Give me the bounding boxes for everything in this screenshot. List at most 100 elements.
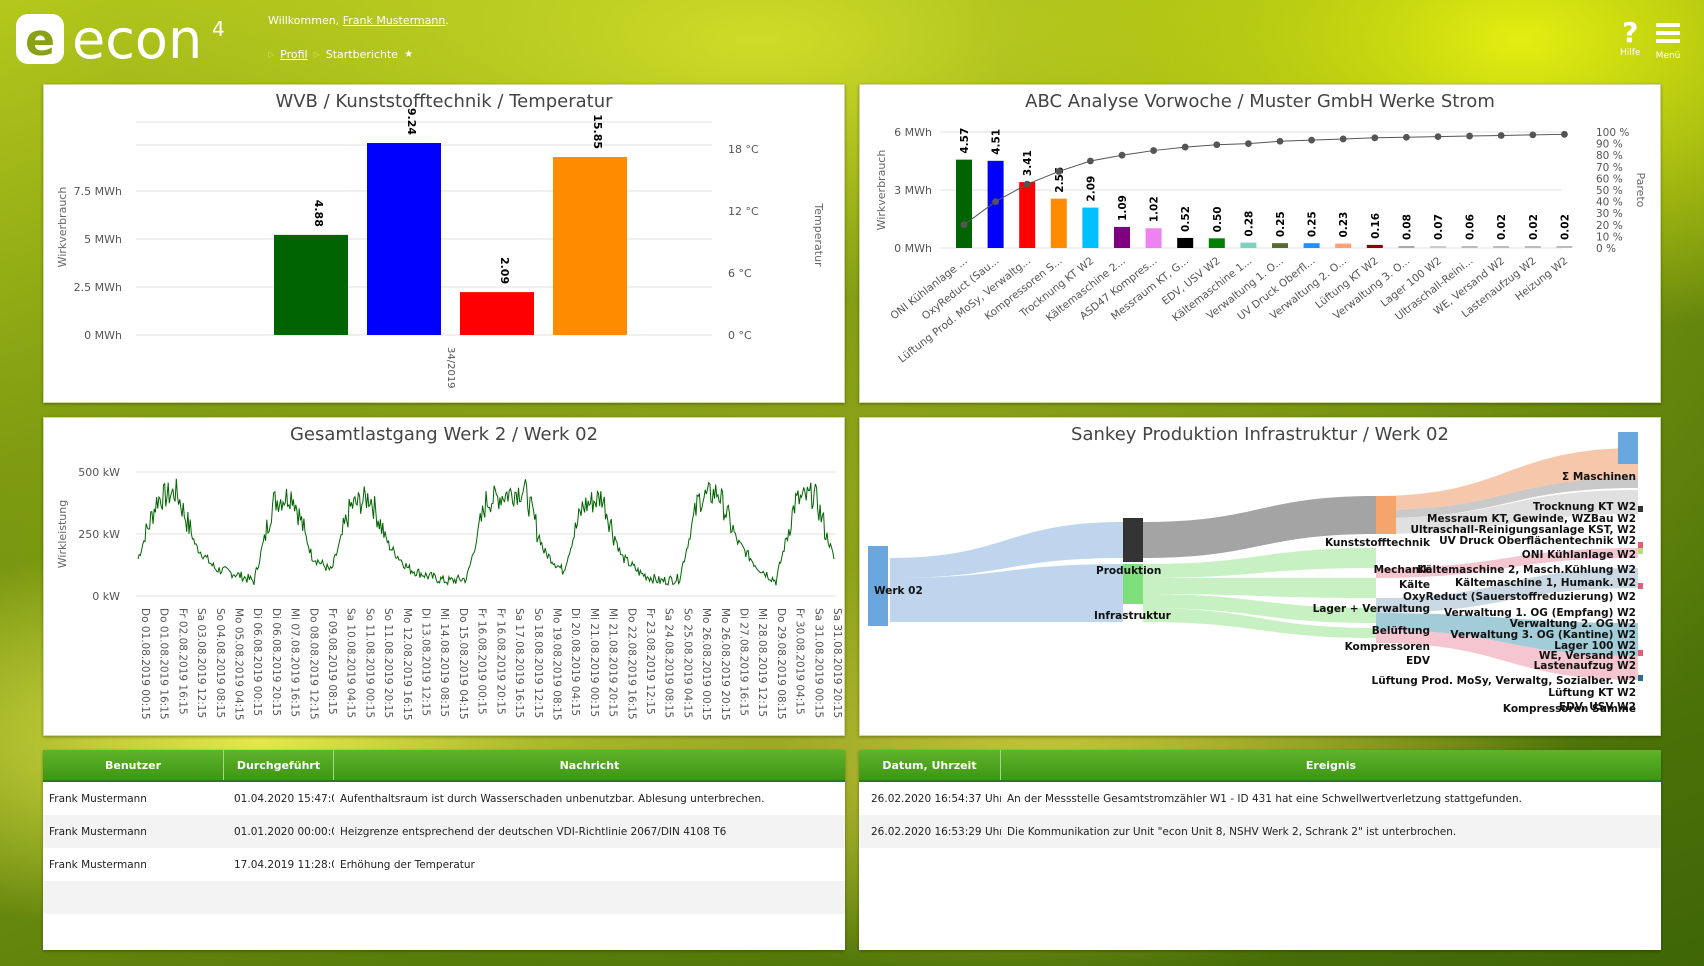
bar [1366, 244, 1383, 248]
y2-axis-label: Temperatur [812, 202, 825, 267]
y2-tick-label: 100 % [1596, 127, 1629, 139]
y-tick-label: 500 kW [78, 466, 120, 479]
x-tick-label: Do 01.08.2019 00:15 [139, 608, 151, 720]
sankey-link [1376, 548, 1638, 578]
x-tick-label: Sa 17.08.2019 16:15 [513, 608, 525, 718]
top-bar: e econ 4 Willkommen, Frank Mustermann. ▷… [0, 0, 1704, 78]
bar [553, 157, 627, 335]
bar [1240, 242, 1257, 248]
pareto-point [1339, 135, 1347, 143]
sankey-link [1376, 490, 1638, 534]
x-tick-label: Lüftung Prod. MoSy, Verwaltg... [896, 255, 1033, 366]
column-header-datetime[interactable]: Datum, Uhrzeit [859, 750, 1001, 780]
sankey-node-label: UV Druck Oberflächentechnik W2 [1439, 535, 1636, 547]
sankey-link [1376, 630, 1638, 680]
column-header-message[interactable]: Nachricht [559, 758, 620, 772]
column-header-event[interactable]: Ereignis [1305, 758, 1357, 772]
table-row[interactable] [43, 914, 845, 947]
pareto-point [1245, 140, 1252, 147]
sankey-node-label: Messraum KT, Gewinde, WZBau W2 [1427, 513, 1636, 525]
cell-message: Erhöhung der Temperatur [340, 858, 475, 871]
load-profile-panel: Gesamtlastgang Werk 2 / Werk 02 0 kW 250 … [43, 417, 845, 736]
sankey-node-label: Kunststofftechnik [1325, 537, 1431, 549]
sankey-link [1376, 613, 1638, 656]
bar [460, 292, 534, 335]
sankey-node-label: Belüftung [1372, 625, 1430, 637]
sankey-node-label: Infrastruktur [1094, 610, 1172, 622]
bar [1050, 198, 1067, 248]
x-tick-label: So 18.08.2019 12:15 [532, 608, 544, 718]
table-header: Benutzer Durchgeführt Nachricht [43, 750, 845, 782]
abc-bar-chart: 0 MWh 3 MWh 6 MWh 0 %10 %20 %30 %40 %50 %60… [875, 126, 1647, 366]
y-tick-label: 0 kW [92, 590, 120, 603]
table-row[interactable]: Frank Mustermann 01.04.2020 15:47:00 Aufen… [43, 782, 845, 815]
sankey-link [1376, 568, 1638, 613]
help-button[interactable]: ? Hilfe [1620, 18, 1641, 59]
bar [1398, 246, 1415, 248]
events-table: Datum, Uhrzeit Ereignis 26.02.2020 16:54… [859, 750, 1661, 950]
sankey-node-label: Produktion [1096, 565, 1161, 577]
cell-user: Frank Mustermann [49, 825, 147, 838]
table-body: 26.02.2020 16:54:37 Uhr An der Messstelle… [859, 782, 1661, 848]
pareto-point [1308, 136, 1315, 144]
pareto-point [1087, 157, 1094, 165]
x-tick-label: Fr 30.08.2019 04:15 [794, 608, 806, 715]
y2-tick-label: 70 % [1596, 162, 1623, 174]
bar [274, 234, 348, 335]
wvb-chart-panel: WVB / Kunststofftechnik / Temperatur 0 M… [43, 84, 845, 403]
pareto-point [992, 198, 999, 205]
x-tick-label: Di 06.08.2019 20:15 [270, 608, 282, 716]
favorite-star-icon[interactable]: ★ [404, 49, 414, 60]
table-row[interactable]: 26.02.2020 16:53:29 Uhr Die Kommunikation… [859, 815, 1661, 848]
bar-value-label: 15.85 [591, 114, 604, 149]
bar-value-label: 0.07 [1433, 214, 1445, 240]
sankey-node-label: Ultraschall-Reinigungsanlage KST, W2 [1410, 524, 1636, 536]
y2-tick-label: 12 °C [728, 205, 759, 218]
column-header-user[interactable]: Benutzer [43, 750, 224, 780]
table-row[interactable]: 26.02.2020 16:54:37 Uhr An der Messstelle… [859, 782, 1661, 815]
bar [1461, 246, 1478, 248]
sankey-node [1618, 432, 1638, 464]
x-tick-label: Sa 31.08.2019 00:15 [812, 608, 824, 718]
pareto-point [1403, 133, 1410, 141]
x-tick-label: Fr 16.08.2019 20:15 [494, 608, 506, 715]
table-row[interactable] [43, 881, 845, 914]
help-label: Hilfe [1620, 48, 1641, 58]
table-row[interactable]: Frank Mustermann 17.04.2019 11:28:00 Erhöh… [43, 848, 845, 881]
sankey-node [1123, 518, 1143, 562]
sankey-node-label: Kompressoren [1345, 641, 1430, 653]
pareto-point [1466, 132, 1473, 140]
x-tick-label: Do 01.08.2019 16:15 [158, 608, 170, 720]
pareto-point [960, 221, 968, 229]
breadcrumb-profile-link[interactable]: Profil [280, 48, 308, 61]
column-header-performed[interactable]: Durchgeführt [224, 750, 334, 780]
table-header: Datum, Uhrzeit Ereignis [859, 750, 1661, 782]
pareto-point [1371, 134, 1379, 142]
y-tick-label: 5 MWh [84, 233, 122, 246]
bar-value-label: 1.09 [1117, 195, 1129, 221]
sankey-node [868, 546, 888, 626]
econ-logo[interactable]: e econ 4 [14, 8, 224, 70]
breadcrumb-arrow-icon: ▷ [313, 50, 320, 59]
bar [1303, 243, 1320, 248]
table-body: Frank Mustermann 01.04.2020 15:47:00 Aufen… [43, 782, 845, 947]
y2-tick-label: 20 % [1596, 220, 1623, 232]
bar [956, 159, 972, 248]
cell-datetime: 26.02.2020 16:53:29 Uhr [871, 825, 1001, 838]
menu-button[interactable]: Menü [1654, 18, 1682, 61]
sankey-node-label: Σ Maschinen [1562, 471, 1636, 483]
x-tick-label: Fr 02.08.2019 16:15 [176, 608, 188, 715]
y2-tick-label: 50 % [1596, 185, 1623, 197]
table-row[interactable]: Frank Mustermann 01.01.2020 00:00:00 Heizg… [43, 815, 845, 848]
pareto-point [1434, 133, 1442, 141]
cell-event: An der Messstelle Gesamtstromzähler W1 -… [1007, 792, 1522, 805]
x-tick-label: Fr 09.08.2019 08:15 [326, 608, 338, 715]
pareto-point [1181, 143, 1189, 151]
sankey-node-label: WE, Versand W2 [1539, 650, 1636, 662]
y-tick-label: 0 MWh [84, 329, 122, 342]
welcome-prefix: Willkommen, [268, 14, 340, 27]
x-tick-label: Sa 10.08.2019 04:15 [345, 608, 357, 718]
user-link[interactable]: Frank Mustermann [342, 14, 446, 27]
x-tick-label: Mo 26.08.2019 00:15 [700, 608, 712, 721]
pareto-point [1529, 131, 1537, 139]
